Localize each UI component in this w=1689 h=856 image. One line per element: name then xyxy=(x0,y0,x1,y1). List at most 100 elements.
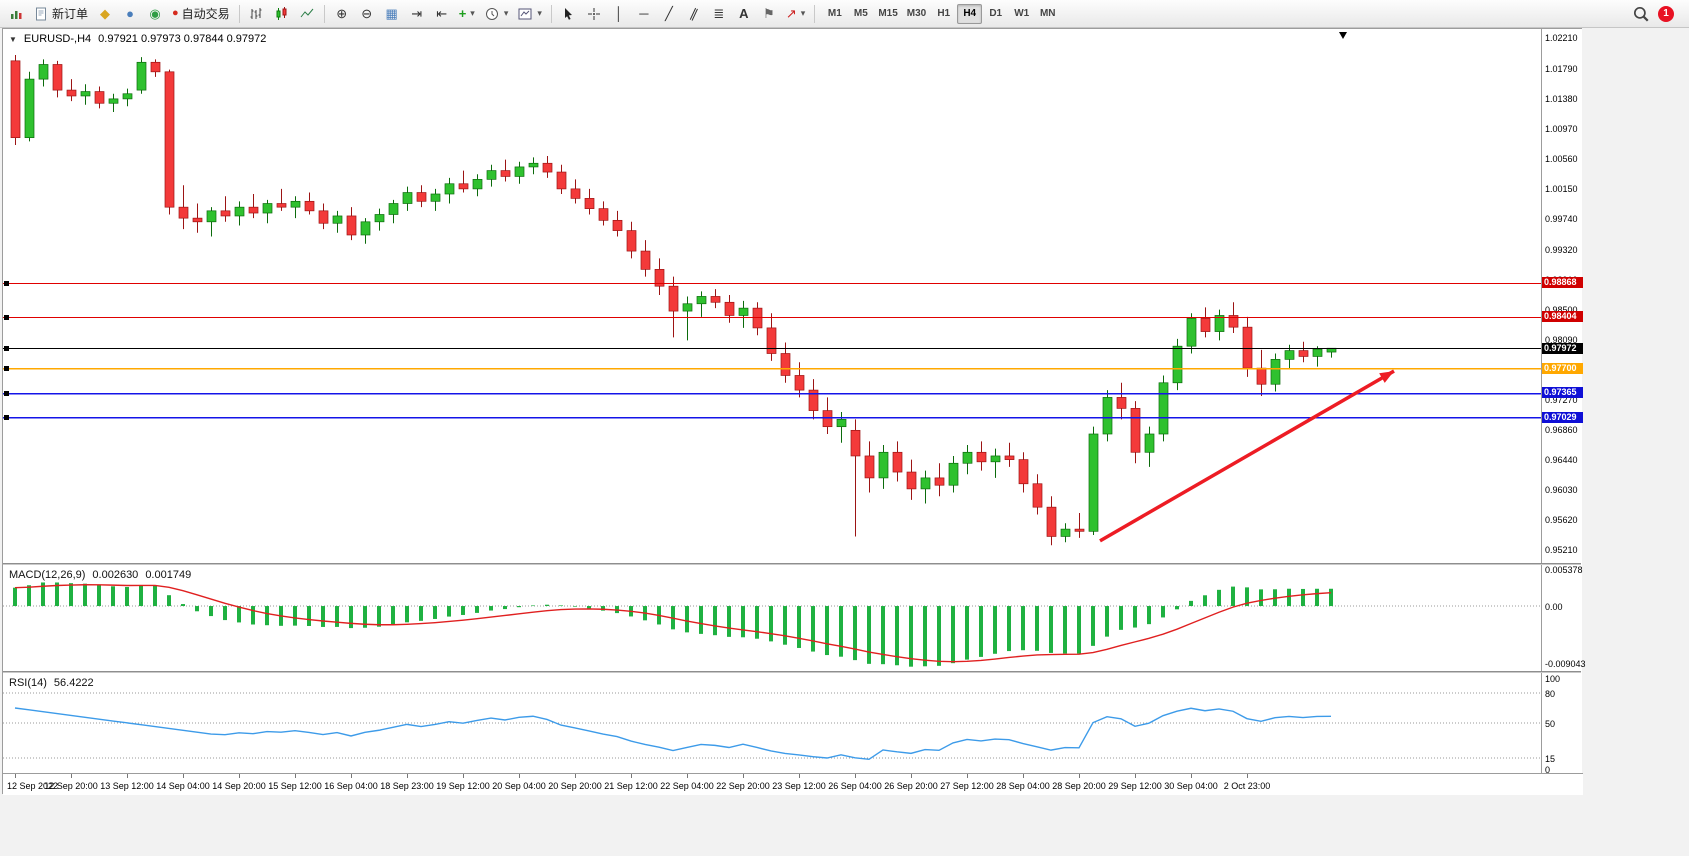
bear-candle[interactable] xyxy=(164,71,175,208)
bear-candle[interactable] xyxy=(906,471,917,490)
bull-candle[interactable] xyxy=(696,296,707,305)
strategy-tester-button[interactable]: ◉ xyxy=(143,3,167,25)
bull-candle[interactable] xyxy=(80,91,91,97)
bull-candle[interactable] xyxy=(1060,528,1071,537)
bull-candle[interactable] xyxy=(920,477,931,490)
bull-candle[interactable] xyxy=(514,166,525,177)
notification-badge[interactable]: 1 xyxy=(1658,5,1674,22)
zoom-in-button[interactable]: ⊕ xyxy=(330,3,354,25)
bull-candle[interactable] xyxy=(1214,315,1225,332)
cursor-button[interactable] xyxy=(557,3,581,25)
price-scale[interactable]: 1.02210 1.01790 1.01380 1.00970 1.00560 1.001… xyxy=(1541,29,1586,775)
timeframe-m1-button[interactable]: M1 xyxy=(822,4,847,24)
bear-candle[interactable] xyxy=(654,269,665,287)
bull-candle[interactable] xyxy=(444,183,455,195)
bull-candle[interactable] xyxy=(962,451,973,464)
bear-candle[interactable] xyxy=(150,61,161,73)
templates-button[interactable]: ▾ xyxy=(513,3,546,25)
bear-candle[interactable] xyxy=(780,353,791,376)
bear-candle[interactable] xyxy=(542,162,553,173)
bear-candle[interactable] xyxy=(458,183,469,190)
line-anchor[interactable] xyxy=(4,281,9,286)
bull-candle[interactable] xyxy=(24,78,35,139)
text-tool-button[interactable]: A xyxy=(732,3,756,25)
new-order-button[interactable]: 新订单 xyxy=(30,3,92,25)
bear-candle[interactable] xyxy=(598,208,609,221)
bear-candle[interactable] xyxy=(52,64,63,91)
bear-candle[interactable] xyxy=(668,285,679,312)
bull-candle[interactable] xyxy=(472,179,483,190)
rsi-pane[interactable] xyxy=(3,673,1541,773)
bull-candle[interactable] xyxy=(878,451,889,479)
horizontal-line-button[interactable]: ─ xyxy=(632,3,656,25)
periods-button[interactable]: ▾ xyxy=(480,3,513,25)
bear-candle[interactable] xyxy=(248,206,259,214)
timeframe-d1-button[interactable]: D1 xyxy=(983,4,1008,24)
bull-candle[interactable] xyxy=(136,61,147,91)
bull-candle[interactable] xyxy=(1270,359,1281,385)
bear-candle[interactable] xyxy=(66,89,77,97)
bear-candle[interactable] xyxy=(1046,506,1057,537)
bull-candle[interactable] xyxy=(1186,318,1197,347)
line-chart-button[interactable] xyxy=(295,3,319,25)
bull-candle[interactable] xyxy=(402,192,413,204)
timeframe-m5-button[interactable]: M5 xyxy=(848,4,873,24)
time-axis[interactable]: 12 Sep 2022 12 Sep 20:00 13 Sep 12:00 14 Se… xyxy=(3,773,1583,795)
bear-candle[interactable] xyxy=(1200,318,1211,332)
bull-candle[interactable] xyxy=(332,215,343,224)
bull-candle[interactable] xyxy=(234,206,245,217)
bear-candle[interactable] xyxy=(934,477,945,486)
bear-candle[interactable] xyxy=(500,170,511,177)
bear-candle[interactable] xyxy=(1242,326,1253,369)
bear-candle[interactable] xyxy=(346,215,357,236)
indicators-button[interactable]: + ▾ xyxy=(455,3,479,25)
bull-candle[interactable] xyxy=(290,200,301,208)
bull-candle[interactable] xyxy=(38,64,49,80)
auto-trading-button[interactable]: ● 自动交易 xyxy=(168,3,234,25)
bull-candle[interactable] xyxy=(1102,397,1113,435)
bar-chart-button[interactable] xyxy=(245,3,269,25)
bull-candle[interactable] xyxy=(108,98,119,104)
bear-candle[interactable] xyxy=(822,410,833,428)
bear-candle[interactable] xyxy=(318,210,329,224)
bear-candle[interactable] xyxy=(640,250,651,270)
bull-candle[interactable] xyxy=(738,307,749,316)
bear-candle[interactable] xyxy=(1074,528,1085,532)
fibonacci-button[interactable]: ≣ xyxy=(707,3,731,25)
bear-candle[interactable] xyxy=(976,451,987,463)
bull-candle[interactable] xyxy=(206,210,217,223)
arrow-tools-button[interactable]: ↗ ▾ xyxy=(782,3,809,25)
timeframe-h1-button[interactable]: H1 xyxy=(931,4,956,24)
bull-candle[interactable] xyxy=(486,170,497,180)
candlestick-chart-button[interactable] xyxy=(270,3,294,25)
bull-candle[interactable] xyxy=(374,214,385,223)
bull-candle[interactable] xyxy=(430,193,441,202)
bull-candle[interactable] xyxy=(1088,433,1099,532)
bear-candle[interactable] xyxy=(1116,397,1127,409)
vertical-line-button[interactable]: │ xyxy=(607,3,631,25)
crosshair-button[interactable] xyxy=(582,3,606,25)
bull-candle[interactable] xyxy=(1158,382,1169,435)
bear-candle[interactable] xyxy=(570,188,581,199)
bear-candle[interactable] xyxy=(892,451,903,473)
bull-candle[interactable] xyxy=(262,203,273,214)
bull-candle[interactable] xyxy=(682,303,693,312)
bear-candle[interactable] xyxy=(724,301,735,316)
bear-candle[interactable] xyxy=(1018,459,1029,485)
bear-candle[interactable] xyxy=(94,91,105,104)
bear-candle[interactable] xyxy=(1256,367,1267,385)
bull-candle[interactable] xyxy=(388,203,399,215)
bear-candle[interactable] xyxy=(1228,315,1239,328)
timeframe-m30-button[interactable]: M30 xyxy=(903,4,930,24)
bear-candle[interactable] xyxy=(178,206,189,219)
label-tool-button[interactable]: ⚑ xyxy=(757,3,781,25)
bull-candle[interactable] xyxy=(122,93,133,100)
bear-candle[interactable] xyxy=(864,455,875,479)
bear-candle[interactable] xyxy=(416,192,427,202)
bull-candle[interactable] xyxy=(360,221,371,236)
bear-candle[interactable] xyxy=(556,171,567,190)
price-chart-pane[interactable] xyxy=(3,29,1541,563)
bull-candle[interactable] xyxy=(1312,348,1323,357)
bear-candle[interactable] xyxy=(752,307,763,329)
line-anchor[interactable] xyxy=(4,415,9,420)
